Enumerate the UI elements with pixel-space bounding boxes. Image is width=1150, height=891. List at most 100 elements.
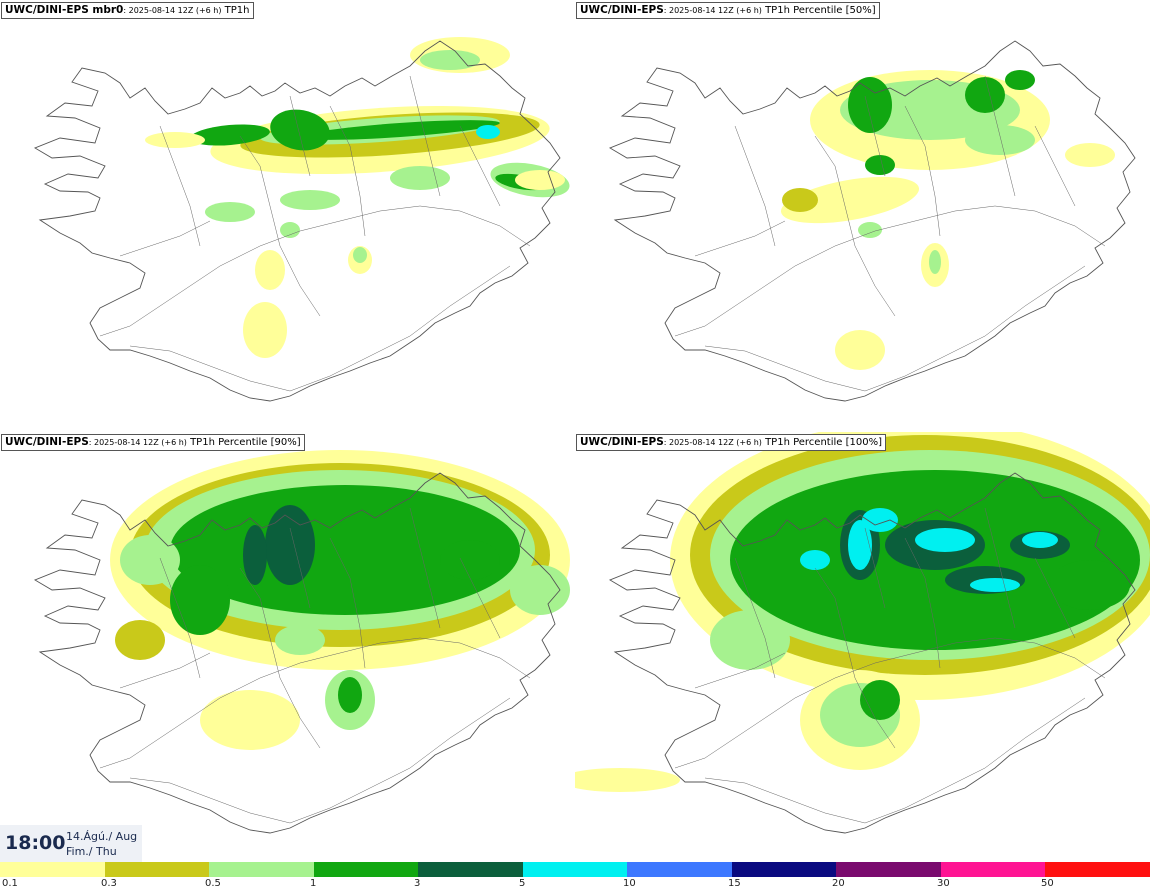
panel-title: UWC/DINI-EPS: 2025-08-14 12Z (+6 h) TP1h… xyxy=(576,2,880,19)
precip-map xyxy=(33,450,570,834)
legend-swatch xyxy=(209,862,314,877)
road-line xyxy=(704,265,1086,392)
map-panel-percentile-100: UWC/DINI-EPS: 2025-08-14 12Z (+6 h) TP1h… xyxy=(575,432,1150,862)
precip-area xyxy=(275,625,325,655)
precip-area xyxy=(338,677,362,713)
precip-area xyxy=(1022,532,1058,548)
precip-area xyxy=(575,768,680,792)
road-line xyxy=(864,527,886,609)
precip-area xyxy=(782,188,818,212)
legend-tick-label: 1 xyxy=(310,878,317,889)
road-line xyxy=(1034,125,1076,207)
legend-swatches xyxy=(0,862,1150,877)
road-line xyxy=(329,537,366,669)
legend-tick-label: 15 xyxy=(728,878,741,889)
precip-area xyxy=(243,302,287,358)
precip-area xyxy=(170,565,230,635)
road-line xyxy=(694,652,786,689)
legend-ticks: 0.1 0.3 0.5 1 3 5 10 15 20 30 50 xyxy=(0,877,1150,891)
road-line xyxy=(159,125,201,247)
precip-area xyxy=(115,620,165,660)
precip-area xyxy=(1065,143,1115,167)
precip-area xyxy=(265,505,315,585)
road-line xyxy=(99,205,531,337)
precip-area xyxy=(300,120,500,140)
road-line xyxy=(734,557,776,679)
road-line xyxy=(984,75,1016,197)
legend-tick-label: 3 xyxy=(414,878,421,889)
precip-area xyxy=(420,50,480,70)
precip-area xyxy=(270,109,330,151)
precip-area xyxy=(205,202,255,222)
legend-swatch xyxy=(1045,862,1150,877)
precip-area xyxy=(710,610,790,670)
precip-area xyxy=(190,124,270,146)
precip-area xyxy=(929,250,941,274)
road-line xyxy=(814,567,896,749)
road-line xyxy=(409,507,441,629)
legend-swatch xyxy=(731,862,837,877)
iceland-coastline-icon xyxy=(608,472,1136,834)
legend-tick-label: 30 xyxy=(937,878,950,889)
road-line xyxy=(904,105,941,237)
road-line xyxy=(119,652,211,689)
road-line xyxy=(674,205,1106,337)
map-panel-percentile-90: UWC/DINI-EPS: 2025-08-14 12Z (+6 h) TP1h… xyxy=(0,432,575,862)
road-line xyxy=(159,557,201,679)
color-legend: 0.1 0.3 0.5 1 3 5 10 15 20 30 50 xyxy=(0,862,1150,891)
precip-area xyxy=(835,330,885,370)
road-line xyxy=(734,125,776,247)
legend-swatch xyxy=(0,862,105,877)
legend-tick-label: 50 xyxy=(1041,878,1054,889)
panel-title: UWC/DINI-EPS mbr0: 2025-08-14 12Z (+6 h)… xyxy=(1,2,254,19)
road-line xyxy=(289,95,311,177)
legend-tick-label: 20 xyxy=(832,878,845,889)
precip-area xyxy=(440,540,500,580)
precip-area xyxy=(970,578,1020,592)
valid-date: 14.Ágú./ Aug xyxy=(66,830,138,843)
road-line xyxy=(99,637,531,769)
legend-swatch xyxy=(940,862,1046,877)
precip-area xyxy=(243,525,267,585)
precip-area xyxy=(145,132,205,148)
legend-tick-label: 10 xyxy=(623,878,636,889)
road-line xyxy=(329,105,366,237)
road-line xyxy=(239,567,321,749)
precip-area xyxy=(200,690,300,750)
precip-area xyxy=(353,247,367,263)
precip-area xyxy=(390,166,450,190)
precip-area xyxy=(865,155,895,175)
precip-area xyxy=(255,250,285,290)
legend-tick-label: 0.1 xyxy=(2,878,18,889)
road-line xyxy=(694,220,786,257)
precip-area xyxy=(965,125,1035,155)
legend-swatch xyxy=(313,862,419,877)
precip-area xyxy=(120,535,180,585)
legend-swatch xyxy=(104,862,210,877)
precip-area xyxy=(476,125,500,139)
valid-time-box: 18:00 14.Ágú./ Aug Fim./ Thu xyxy=(0,825,142,862)
precip-area xyxy=(280,190,340,210)
road-line xyxy=(459,125,501,207)
road-line xyxy=(984,507,1016,629)
precip-area xyxy=(1005,70,1035,90)
precip-area xyxy=(800,550,830,570)
legend-swatch xyxy=(418,862,523,877)
road-line xyxy=(1034,557,1076,639)
valid-time: 18:00 xyxy=(5,832,66,854)
road-line xyxy=(814,135,896,317)
road-line xyxy=(904,537,941,669)
road-line xyxy=(119,220,211,257)
precip-area xyxy=(510,565,570,615)
legend-swatch xyxy=(627,862,732,877)
precip-area xyxy=(280,222,300,238)
road-line xyxy=(129,265,511,392)
iceland-coastline-icon xyxy=(33,472,561,834)
road-line xyxy=(289,527,311,609)
legend-swatch xyxy=(522,862,628,877)
precip-map xyxy=(575,432,1150,834)
precip-area xyxy=(858,222,882,238)
iceland-coastline-icon xyxy=(33,40,561,402)
road-line xyxy=(239,135,321,317)
precip-area xyxy=(965,77,1005,113)
